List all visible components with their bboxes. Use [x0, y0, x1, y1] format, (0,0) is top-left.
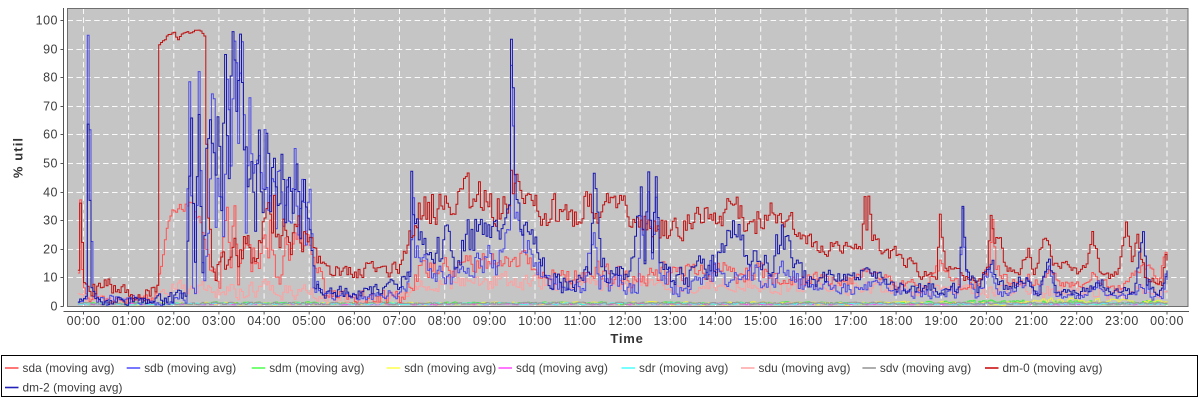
svg-text:60: 60 — [43, 128, 58, 142]
svg-text:05:00: 05:00 — [292, 314, 326, 328]
svg-text:04:00: 04:00 — [247, 314, 281, 328]
svg-text:22:00: 22:00 — [1060, 314, 1094, 328]
svg-text:30: 30 — [43, 214, 58, 228]
svg-text:sdu (moving avg): sdu (moving avg) — [759, 361, 851, 375]
svg-text:21:00: 21:00 — [1015, 314, 1049, 328]
svg-text:19:00: 19:00 — [924, 314, 958, 328]
svg-text:01:00: 01:00 — [112, 314, 146, 328]
svg-text:dm-2 (moving avg): dm-2 (moving avg) — [23, 381, 123, 395]
svg-text:sdm (moving avg): sdm (moving avg) — [269, 361, 364, 375]
svg-text:11:00: 11:00 — [564, 314, 597, 328]
svg-text:06:00: 06:00 — [338, 314, 372, 328]
svg-text:20: 20 — [43, 243, 58, 257]
svg-text:23:00: 23:00 — [1105, 314, 1139, 328]
svg-text:dm-0 (moving avg): dm-0 (moving avg) — [1003, 361, 1103, 375]
svg-text:sdv (moving avg): sdv (moving avg) — [880, 361, 971, 375]
svg-text:07:00: 07:00 — [383, 314, 417, 328]
svg-text:50: 50 — [43, 157, 58, 171]
svg-text:16:00: 16:00 — [789, 314, 823, 328]
svg-text:15:00: 15:00 — [744, 314, 778, 328]
svg-text:10: 10 — [43, 271, 58, 285]
svg-text:00:00: 00:00 — [67, 314, 101, 328]
svg-text:12:00: 12:00 — [608, 314, 642, 328]
svg-text:14:00: 14:00 — [699, 314, 733, 328]
svg-text:00:00: 00:00 — [1150, 314, 1184, 328]
svg-text:18:00: 18:00 — [879, 314, 913, 328]
svg-text:sdq (moving avg): sdq (moving avg) — [516, 361, 608, 375]
svg-text:09:00: 09:00 — [473, 314, 507, 328]
svg-text:sdr (moving avg): sdr (moving avg) — [639, 361, 728, 375]
svg-text:17:00: 17:00 — [834, 314, 868, 328]
svg-text:sdb (moving avg): sdb (moving avg) — [144, 361, 236, 375]
svg-text:sdn (moving avg): sdn (moving avg) — [404, 361, 496, 375]
svg-text:100: 100 — [36, 14, 58, 28]
svg-text:sda (moving avg): sda (moving avg) — [23, 361, 115, 375]
svg-text:80: 80 — [43, 71, 58, 85]
svg-text:70: 70 — [43, 100, 58, 114]
svg-text:20:00: 20:00 — [970, 314, 1004, 328]
svg-text:03:00: 03:00 — [202, 314, 236, 328]
svg-text:0: 0 — [51, 300, 58, 314]
svg-text:% util: % util — [11, 137, 26, 178]
svg-text:02:00: 02:00 — [157, 314, 191, 328]
svg-text:08:00: 08:00 — [428, 314, 462, 328]
svg-text:Time: Time — [610, 331, 643, 346]
svg-text:40: 40 — [43, 186, 58, 200]
svg-text:10:00: 10:00 — [518, 314, 552, 328]
svg-text:13:00: 13:00 — [654, 314, 688, 328]
svg-text:90: 90 — [43, 43, 58, 57]
